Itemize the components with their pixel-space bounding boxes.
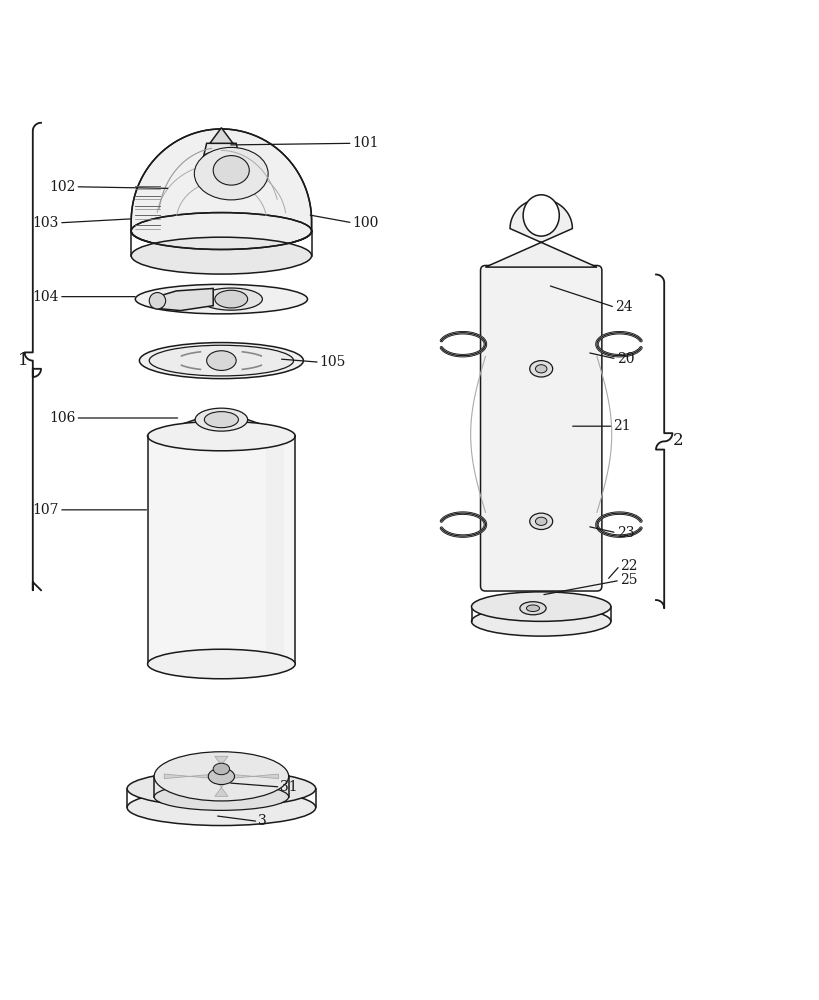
Polygon shape: [485, 270, 596, 586]
Text: 1: 1: [18, 352, 29, 369]
Ellipse shape: [147, 649, 295, 679]
Text: 3: 3: [258, 814, 267, 828]
Ellipse shape: [127, 771, 315, 807]
Ellipse shape: [203, 151, 239, 163]
Ellipse shape: [154, 752, 288, 801]
Text: 101: 101: [352, 136, 378, 150]
Ellipse shape: [131, 213, 311, 249]
Text: 20: 20: [616, 352, 633, 366]
Ellipse shape: [135, 284, 307, 314]
Ellipse shape: [213, 156, 249, 185]
Text: 24: 24: [614, 300, 631, 314]
Ellipse shape: [213, 763, 229, 775]
Text: 22: 22: [619, 559, 636, 573]
Ellipse shape: [529, 513, 552, 530]
Polygon shape: [156, 288, 213, 311]
Ellipse shape: [195, 408, 247, 431]
Text: 107: 107: [33, 503, 59, 517]
Ellipse shape: [535, 517, 546, 525]
Ellipse shape: [215, 290, 247, 308]
Text: 2: 2: [672, 432, 682, 449]
Text: 102: 102: [49, 180, 75, 194]
Text: 106: 106: [49, 411, 75, 425]
Ellipse shape: [523, 195, 559, 236]
Ellipse shape: [194, 147, 268, 200]
Polygon shape: [147, 436, 295, 664]
Ellipse shape: [535, 365, 546, 373]
Polygon shape: [213, 776, 229, 796]
Ellipse shape: [208, 768, 234, 785]
Polygon shape: [203, 143, 239, 157]
Ellipse shape: [147, 421, 295, 451]
Ellipse shape: [154, 763, 288, 790]
Ellipse shape: [131, 237, 311, 274]
Ellipse shape: [204, 412, 238, 428]
Text: 25: 25: [619, 573, 636, 587]
Polygon shape: [213, 756, 229, 776]
Polygon shape: [221, 773, 278, 779]
Ellipse shape: [149, 293, 165, 309]
Ellipse shape: [139, 343, 303, 379]
Ellipse shape: [526, 605, 539, 612]
Ellipse shape: [206, 351, 236, 370]
Polygon shape: [164, 773, 221, 779]
FancyBboxPatch shape: [480, 265, 601, 591]
Text: 23: 23: [616, 526, 633, 540]
Ellipse shape: [200, 288, 262, 310]
Ellipse shape: [127, 789, 315, 826]
Text: 21: 21: [613, 419, 630, 433]
Text: 100: 100: [352, 216, 378, 230]
Text: 31: 31: [280, 780, 297, 794]
Polygon shape: [485, 199, 596, 267]
Ellipse shape: [529, 361, 552, 377]
Text: 103: 103: [33, 216, 59, 230]
Ellipse shape: [471, 592, 610, 621]
Ellipse shape: [154, 783, 288, 810]
Ellipse shape: [519, 602, 545, 615]
Polygon shape: [210, 128, 233, 143]
Ellipse shape: [149, 345, 293, 376]
Text: 105: 105: [319, 355, 346, 369]
Polygon shape: [131, 129, 311, 249]
Text: 104: 104: [33, 290, 59, 304]
Ellipse shape: [471, 607, 610, 636]
